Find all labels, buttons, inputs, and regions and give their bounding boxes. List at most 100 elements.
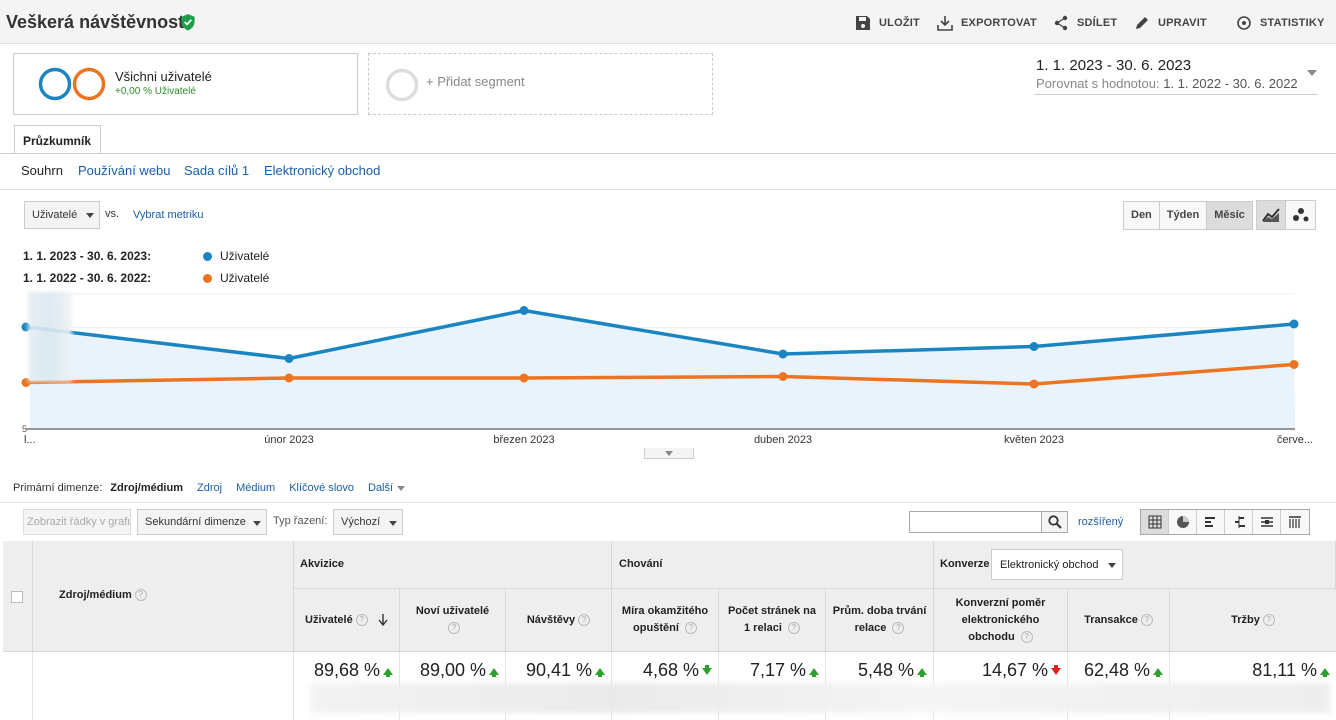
legend-current-series-label: Uživatelé (220, 249, 270, 263)
redacted-comparison-row (310, 683, 1330, 713)
table-view-data-button[interactable] (1141, 510, 1169, 534)
add-segment-button[interactable]: + Přidat segment (368, 53, 713, 115)
help-icon[interactable]: ? (787, 622, 800, 635)
secondary-dimension-select[interactable]: Sekundární dimenze (137, 509, 267, 535)
table-view-pie-button[interactable] (1169, 510, 1197, 534)
trend-up-icon (809, 667, 819, 677)
total-new-users-value: 89,00 % (419, 660, 486, 680)
series-current-point[interactable] (778, 349, 788, 359)
table-search-input[interactable] (909, 511, 1042, 533)
dimension-source-medium[interactable]: Zdroj/médium (110, 482, 183, 494)
x-tick-label: duben 2023 (754, 434, 812, 446)
series-compare-point[interactable] (1029, 379, 1039, 389)
period-week-button[interactable]: Týden (1159, 202, 1208, 229)
date-dropdown-caret-icon[interactable] (1307, 70, 1317, 76)
help-icon[interactable]: ? (578, 614, 591, 626)
edit-button[interactable]: UPRAVIT (1134, 14, 1207, 32)
subtab-ecommerce[interactable]: Elektronický obchod (264, 163, 381, 178)
period-month-button[interactable]: Měsíc (1207, 202, 1252, 229)
trend-down-red-icon (1051, 664, 1061, 675)
col-header-transactions[interactable]: Transakce? (1068, 589, 1170, 652)
table-view-comparison-button[interactable] (1225, 510, 1253, 534)
col-header-duration-label: Prům. doba trvání relace ? (832, 603, 927, 637)
table-view-toggle (1140, 509, 1310, 535)
col-header-transactions-label: Transakce (1084, 613, 1138, 626)
col-header-users[interactable]: Uživatelé? (294, 589, 400, 652)
series-current-point[interactable] (1289, 319, 1299, 329)
series-compare-point[interactable] (519, 373, 529, 383)
table-search-button[interactable] (1041, 511, 1068, 533)
save-button[interactable]: ULOŽIT (855, 14, 920, 32)
col-header-revenue-label: Tržby (1231, 613, 1260, 626)
subtab-goal-set-1[interactable]: Sada cílů 1 (184, 163, 250, 178)
col-header-conversion-text: Konverzní poměr elektronického obchodu (955, 596, 1046, 643)
help-icon[interactable]: ? (684, 622, 697, 635)
line-chart-button[interactable] (1257, 201, 1286, 229)
share-button[interactable]: SDÍLET (1053, 14, 1117, 32)
dimension-source[interactable]: Zdroj (197, 482, 223, 494)
help-icon[interactable]: ? (1140, 614, 1153, 626)
save-label: ULOŽIT (879, 17, 920, 29)
subtab-summary[interactable]: Souhrn (21, 163, 63, 178)
chart-collapse-toggle[interactable] (644, 448, 694, 459)
report-header (0, 0, 1336, 44)
date-range-picker[interactable]: 1. 1. 2023 - 30. 6. 2023 Porovnat s hodn… (1036, 57, 1316, 91)
period-day-button[interactable]: Den (1124, 202, 1160, 229)
col-header-ecom-conversion-rate[interactable]: Konverzní poměr elektronického obchodu ? (934, 589, 1068, 652)
series-compare-line (25, 362, 1295, 386)
help-icon[interactable]: ? (355, 614, 368, 626)
bubble-chart-icon (1292, 208, 1308, 222)
select-all-checkbox[interactable] (11, 591, 23, 603)
motion-chart-button[interactable] (1286, 201, 1315, 229)
col-header-sessions[interactable]: Návštěvy? (506, 589, 612, 652)
tab-explorer[interactable]: Průzkumník (14, 125, 101, 154)
series-compare-point[interactable] (284, 373, 294, 383)
period-toggle: Den Týden Měsíc (1123, 201, 1253, 230)
series-current-point[interactable] (284, 354, 294, 363)
pick-metric-link[interactable]: Vybrat metriku (133, 209, 204, 221)
conversion-type-select[interactable]: Elektronický obchod (991, 549, 1123, 580)
bar-list-icon (1204, 517, 1215, 527)
segment-all-users[interactable]: Všichni uživatelé +0,00 % Uživatelé (13, 53, 358, 115)
series-current-line (25, 308, 1295, 361)
series-compare-point[interactable] (1289, 360, 1299, 369)
edit-label: UPRAVIT (1158, 17, 1207, 29)
dimension-header[interactable]: Zdroj/médium? (33, 541, 294, 652)
pivot-icon (1260, 517, 1273, 527)
stats-button[interactable]: STATISTIKY (1236, 14, 1325, 32)
table-view-pivot-button[interactable] (1281, 510, 1309, 534)
dimension-more[interactable]: Další (368, 482, 406, 494)
col-header-new-users-label: Noví uživatelé (415, 605, 490, 617)
insights-icon (1237, 16, 1251, 30)
segment-circles-icon (38, 67, 106, 101)
series-current-point[interactable] (519, 306, 529, 315)
col-header-revenue[interactable]: Tržby? (1170, 589, 1336, 652)
col-header-avg-duration[interactable]: Prům. doba trvání relace ? (826, 589, 934, 652)
col-header-new-users[interactable]: Noví uživatelé? (400, 589, 506, 652)
report-table: Zdroj/médium? Akvizice Chování Konverze … (3, 541, 1336, 720)
x-tick-label: únor 2023 (264, 434, 314, 446)
col-header-pages-per-session[interactable]: Počet stránek na 1 relaci ? (719, 589, 826, 652)
subtab-site-usage[interactable]: Používání webu (78, 163, 171, 178)
dimension-divider (0, 502, 1336, 503)
table-view-performance-button[interactable] (1197, 510, 1225, 534)
advanced-filter-link[interactable]: rozšířený (1078, 516, 1124, 528)
sort-type-select[interactable]: Výchozí (333, 509, 403, 535)
pie-chart-icon (1176, 516, 1189, 528)
help-icon[interactable]: ? (892, 622, 905, 635)
table-view-term-cloud-button[interactable] (1253, 510, 1281, 534)
plot-rows-button[interactable]: Zobrazit řádky v grafu (23, 509, 131, 535)
export-button[interactable]: EXPORTOVAT (937, 14, 1037, 32)
series-current-point[interactable] (1029, 342, 1039, 351)
dimension-medium[interactable]: Médium (236, 482, 276, 494)
series-compare-point[interactable] (778, 372, 788, 381)
dimension-keyword[interactable]: Klíčové slovo (289, 482, 354, 494)
help-icon[interactable]: ? (134, 589, 147, 602)
col-header-bounce-rate[interactable]: Míra okamžitého opuštění ? (612, 589, 719, 652)
metric-select[interactable]: Uživatelé (24, 201, 100, 229)
help-icon[interactable]: ? (1262, 614, 1275, 626)
help-icon[interactable]: ? (447, 622, 460, 635)
help-icon[interactable]: ? (1020, 630, 1033, 643)
page-title: Veškerá návštěvnost (6, 12, 185, 32)
legend-compare-series-label: Uživatelé (220, 271, 270, 285)
